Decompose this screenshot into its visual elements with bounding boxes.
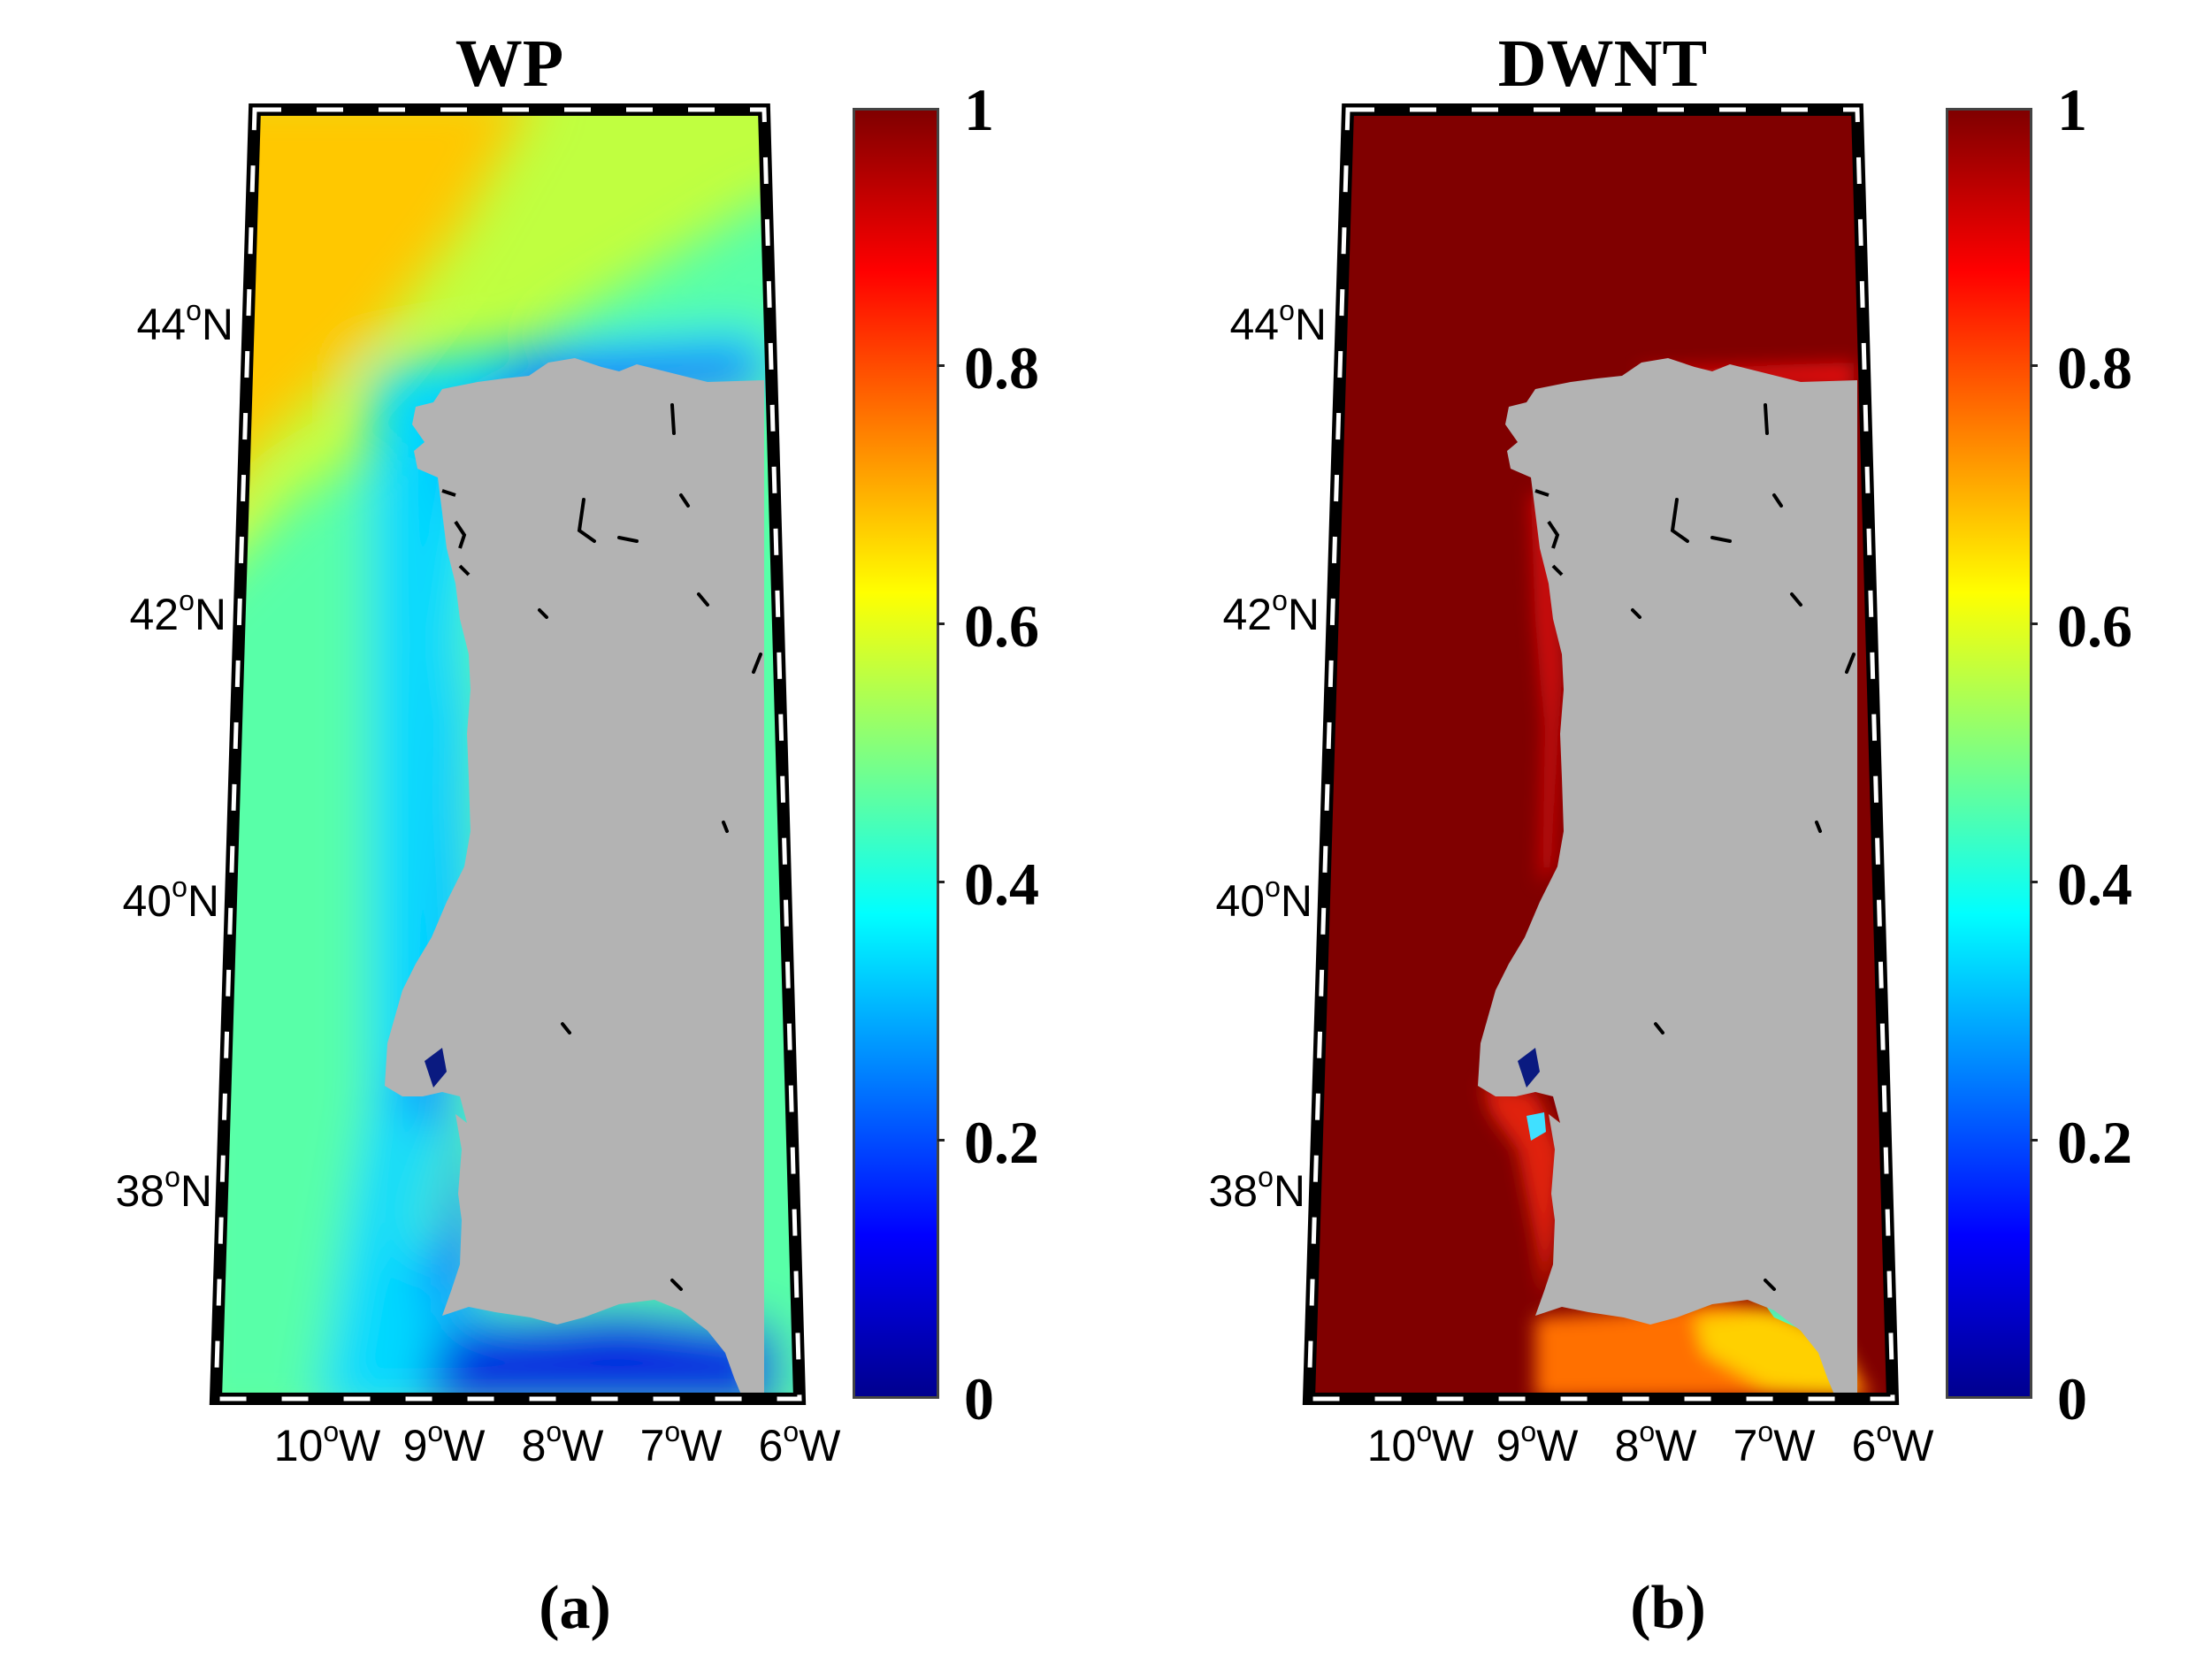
panel-b: DWNT — [1093, 0, 2190, 1680]
lat-label-42: 42oN — [129, 584, 226, 639]
colorbar-label-0.6: 0.6 — [964, 592, 1039, 660]
sea-south-coast — [425, 1309, 778, 1399]
lat-label-44: 44oN — [1229, 294, 1327, 349]
sea-cyan-spot — [1526, 1112, 1546, 1141]
sea-nearshore — [318, 327, 778, 1399]
sea-far-offshore — [216, 110, 539, 548]
panel-title: WP — [455, 27, 564, 101]
colorbar-label-0.4: 0.4 — [2057, 851, 2132, 918]
colorbar-label-0.2: 0.2 — [964, 1109, 1039, 1176]
colorbar-label-0.2: 0.2 — [2057, 1109, 2132, 1176]
sea-south-west-red — [1482, 1083, 1562, 1300]
panel-caption: (b) — [1630, 1574, 1706, 1642]
lon-label-7w: 7oW — [639, 1416, 723, 1470]
colorbar-label-0.8: 0.8 — [2057, 334, 2132, 401]
lon-label-9w: 9oW — [402, 1416, 486, 1470]
colorbar-label-0.8: 0.8 — [964, 334, 1039, 401]
colorbar-label-1: 1 — [2057, 76, 2087, 143]
lon-label-9w: 9oW — [1496, 1416, 1579, 1470]
colorbar-label-1: 1 — [964, 76, 994, 143]
rivers — [538, 403, 762, 1291]
lon-label-8w: 8oW — [1614, 1416, 1697, 1470]
lat-label-44: 44oN — [136, 294, 233, 349]
lon-label-10w: 10oW — [1366, 1416, 1474, 1470]
lon-label-10w: 10oW — [273, 1416, 381, 1470]
lon-label-8w: 8oW — [521, 1416, 604, 1470]
ria-inlets — [441, 489, 471, 577]
map-dwnt — [1302, 103, 1900, 1405]
colorbar-label-0: 0 — [2057, 1365, 2087, 1432]
panel-caption: (a) — [539, 1574, 611, 1642]
lat-label-40: 40oN — [122, 871, 219, 926]
colorbar — [1946, 108, 2032, 1399]
colorbar-label-0: 0 — [964, 1365, 994, 1432]
lat-label-40: 40oN — [1215, 871, 1312, 926]
lat-label-38: 38oN — [1208, 1161, 1305, 1216]
panel-title: DWNT — [1497, 27, 1708, 101]
lon-label-6w: 6oW — [758, 1416, 841, 1470]
panel-a: WP — [0, 0, 1097, 1680]
lon-label-6w: 6oW — [1851, 1416, 1934, 1470]
colorbar — [853, 108, 939, 1399]
colorbar-label-0.4: 0.4 — [964, 851, 1039, 918]
rivers — [1631, 403, 1856, 1291]
land — [1478, 358, 1857, 1399]
tagus-estuary — [1518, 1048, 1540, 1088]
tagus-estuary — [425, 1048, 447, 1088]
land — [385, 358, 764, 1399]
lat-label-42: 42oN — [1222, 584, 1320, 639]
ria-inlets — [1534, 489, 1564, 577]
lat-label-38: 38oN — [115, 1161, 212, 1216]
map-wp — [209, 103, 807, 1405]
colorbar-label-0.6: 0.6 — [2057, 592, 2132, 660]
lon-label-7w: 7oW — [1733, 1416, 1816, 1470]
